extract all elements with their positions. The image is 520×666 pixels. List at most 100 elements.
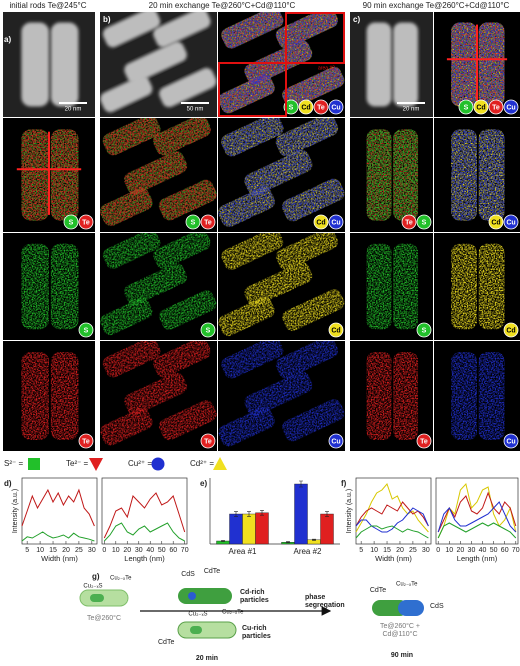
element-label: Te bbox=[420, 438, 428, 445]
x-tick-label: 30 bbox=[88, 547, 96, 554]
element-label: Cd bbox=[316, 219, 325, 226]
panel-label: a) bbox=[4, 35, 11, 44]
x-tick-label: 20 bbox=[62, 547, 70, 554]
x-tick-label: 5 bbox=[359, 547, 363, 554]
element-badge bbox=[78, 433, 94, 449]
rod bbox=[218, 297, 275, 336]
eds-map: S bbox=[350, 233, 433, 340]
element-label: Cu bbox=[506, 219, 515, 226]
error-bar bbox=[247, 511, 251, 517]
element-label: Cd bbox=[476, 104, 485, 111]
element-badge bbox=[283, 99, 299, 115]
rod bbox=[50, 22, 79, 107]
rod bbox=[366, 22, 392, 107]
x-tick-label: 50 bbox=[158, 547, 166, 554]
y-axis-title: Intensity (a.u.) bbox=[12, 489, 19, 533]
legend-label: Cd²⁺ = bbox=[190, 459, 214, 468]
legend-label: Cu²⁺ = bbox=[128, 459, 152, 468]
element-label: Cu bbox=[506, 104, 515, 111]
rod bbox=[393, 22, 419, 107]
element-badge bbox=[401, 214, 417, 230]
element-label: Te bbox=[492, 104, 500, 111]
eds-map: 20 nm bbox=[350, 12, 433, 117]
rod bbox=[124, 263, 187, 306]
rod bbox=[50, 129, 79, 221]
element-label: Te bbox=[405, 219, 413, 226]
error-bar bbox=[299, 480, 303, 488]
scheme-label: Cu₂₋ₓS bbox=[188, 612, 207, 618]
x-axis-title: Length (nm) bbox=[457, 554, 498, 563]
scale-label: 50 nm bbox=[187, 107, 204, 113]
element-badge bbox=[328, 214, 344, 230]
rod bbox=[102, 118, 161, 156]
rod bbox=[50, 243, 79, 330]
scheme-label: Cd-rich particles bbox=[240, 589, 269, 604]
element-label: Cu bbox=[506, 438, 515, 445]
element-badge bbox=[503, 99, 519, 115]
rod bbox=[102, 12, 161, 48]
scheme-label: 90 min bbox=[391, 652, 413, 659]
rod bbox=[393, 129, 419, 221]
element-badge bbox=[200, 214, 216, 230]
x-tick-label: Area #1 bbox=[228, 547, 257, 556]
element-badge bbox=[488, 99, 504, 115]
legend-marker bbox=[213, 457, 227, 470]
element-badge bbox=[63, 214, 79, 230]
element-label: Cd bbox=[301, 104, 310, 111]
element-label: Cu bbox=[331, 219, 340, 226]
element-badge bbox=[458, 99, 474, 115]
rod bbox=[159, 290, 217, 330]
x-tick-label: 25 bbox=[409, 547, 417, 554]
eds-map: Cd Cu bbox=[218, 118, 345, 232]
rod bbox=[366, 352, 392, 440]
scheme-label: Cu₂₋ₓTe bbox=[110, 576, 132, 582]
data-line bbox=[103, 522, 185, 542]
rod bbox=[158, 179, 217, 221]
x-tick-label: 20 bbox=[123, 547, 131, 554]
scheme-label: CdS bbox=[430, 603, 444, 610]
element-label: Cd bbox=[491, 219, 500, 226]
data-line bbox=[355, 525, 429, 539]
eds-map: 20 nm bbox=[3, 12, 95, 117]
eds-map: S Te bbox=[100, 118, 217, 232]
x-tick-label: 0 bbox=[102, 547, 106, 554]
rod bbox=[451, 352, 477, 440]
eds-map: Te S bbox=[350, 118, 433, 232]
x-tick-label: Area #2 bbox=[293, 547, 322, 556]
rod bbox=[478, 243, 505, 330]
eds-map: 50 nm bbox=[100, 12, 217, 117]
area-boxes bbox=[218, 12, 345, 117]
x-tick-label: 20 bbox=[396, 547, 404, 554]
rod bbox=[478, 22, 505, 107]
element-badge bbox=[78, 214, 94, 230]
scheme-label: 20 min bbox=[196, 655, 218, 662]
panel-title: 90 min exchange Te@260°C+Cd@110°C bbox=[363, 1, 510, 10]
x-tick-label: 50 bbox=[490, 547, 498, 554]
panel-label: g) bbox=[92, 572, 100, 581]
element-badge bbox=[328, 322, 344, 338]
data-line bbox=[437, 482, 517, 539]
rod bbox=[21, 129, 49, 221]
legend-marker bbox=[28, 458, 40, 470]
rod bbox=[275, 12, 338, 49]
scheme-label: CdTe bbox=[158, 639, 174, 646]
element-label: Te bbox=[317, 104, 325, 111]
x-tick-label: 5 bbox=[25, 547, 29, 554]
x-tick-label: 60 bbox=[501, 547, 509, 554]
x-axis-title: Width (nm) bbox=[41, 554, 78, 563]
element-label: Te bbox=[204, 219, 212, 226]
rod bbox=[451, 22, 477, 107]
x-tick-label: 0 bbox=[436, 547, 440, 554]
rod bbox=[275, 118, 338, 157]
element-badge bbox=[473, 99, 489, 115]
eds-map: Te bbox=[350, 341, 433, 451]
eds-map: Te bbox=[100, 341, 217, 451]
rod bbox=[50, 352, 79, 440]
scheme-label: Cu-rich particles bbox=[242, 625, 271, 640]
rod bbox=[451, 243, 477, 330]
bar bbox=[242, 513, 256, 545]
x-tick-label: 20 bbox=[456, 547, 464, 554]
x-tick-label: 15 bbox=[383, 547, 391, 554]
error-bar bbox=[325, 511, 329, 517]
